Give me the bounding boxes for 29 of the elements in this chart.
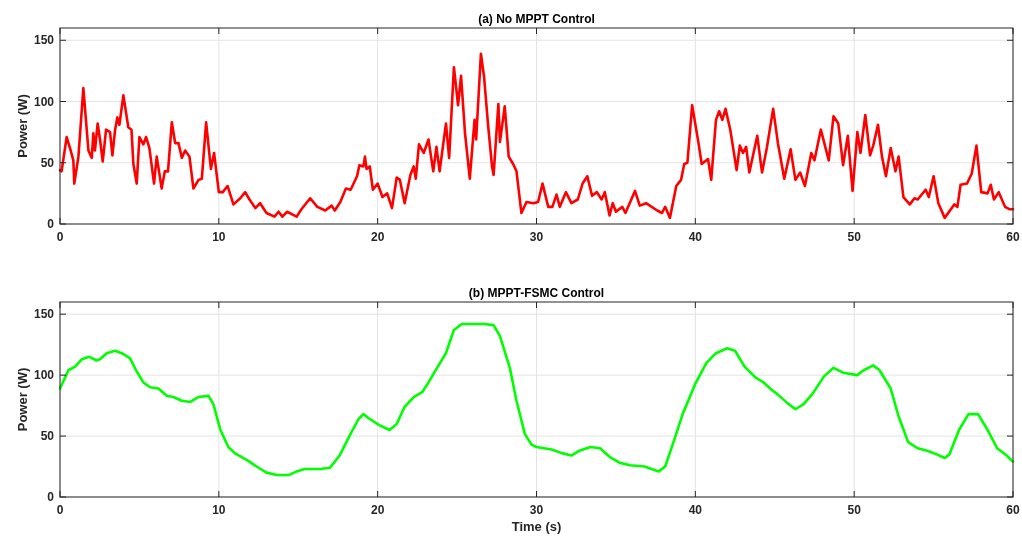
y-axis-title: Power (W) (15, 367, 30, 432)
x-tick-label: 30 (529, 230, 544, 244)
y-tick-label: 150 (33, 307, 55, 322)
x-tick-label: 0 (56, 503, 64, 517)
x-tick-label: 60 (1006, 503, 1020, 517)
x-tick-label: 50 (847, 230, 862, 244)
y-tick-label: 50 (40, 429, 55, 444)
x-tick-label: 20 (370, 503, 385, 517)
chart-title: (a) No MPPT Control (478, 12, 595, 26)
x-tick-label: 20 (370, 230, 385, 244)
y-tick-label: 0 (47, 490, 55, 504)
y-tick-label: 100 (33, 368, 55, 383)
x-tick-label: 40 (688, 230, 703, 244)
y-axis-title: Power (W) (15, 94, 30, 158)
x-tick-label: 30 (529, 503, 544, 517)
x-tick-label: 40 (688, 503, 703, 517)
y-tick-label: 150 (33, 33, 55, 48)
line-series (58, 52, 1015, 220)
x-tick-label: 10 (212, 230, 226, 244)
x-tick-label: 60 (1006, 230, 1020, 244)
x-tick-label: 0 (56, 230, 64, 244)
y-tick-label: 100 (33, 94, 55, 109)
y-tick-label: 0 (47, 217, 55, 231)
x-tick-label: 50 (847, 503, 862, 517)
y-tick-label: 50 (40, 155, 55, 170)
x-axis-title: Time (s) (511, 519, 562, 534)
chart-title: (b) MPPT-FSMC Control (468, 286, 605, 300)
line-series (58, 322, 1015, 477)
x-tick-label: 10 (212, 503, 226, 517)
